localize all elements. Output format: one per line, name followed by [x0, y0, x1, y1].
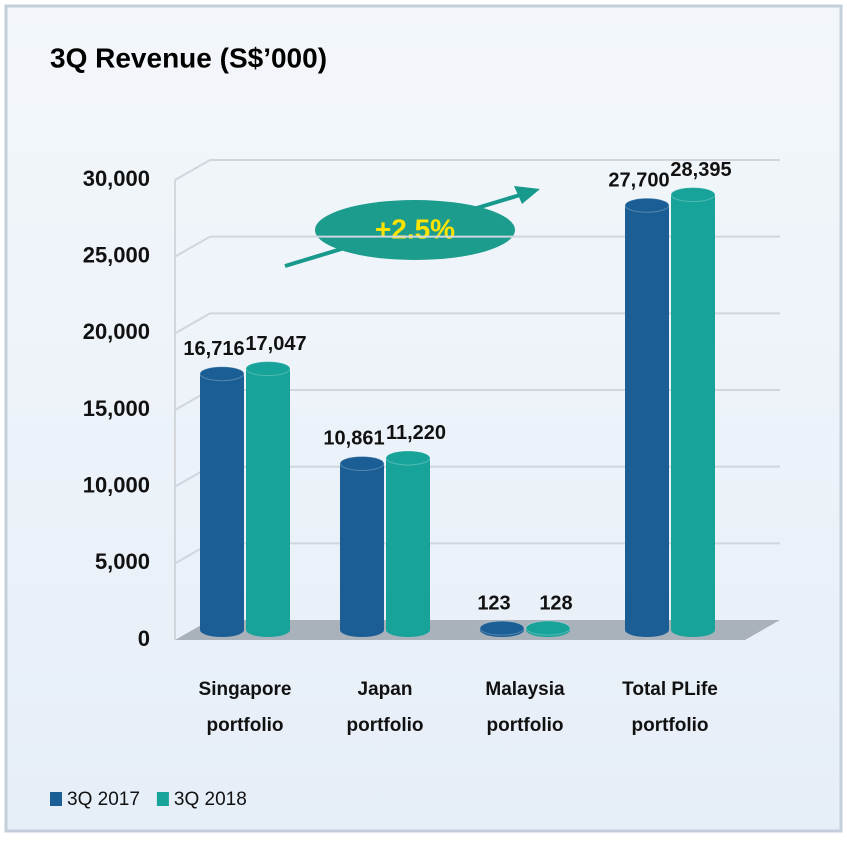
y-tick-label: 30,000 — [83, 166, 150, 191]
bar — [625, 205, 669, 630]
bar — [671, 194, 715, 631]
y-tick-label: 0 — [138, 626, 150, 651]
bar-top — [245, 361, 291, 377]
bar-top — [525, 620, 571, 636]
value-label: 123 — [477, 592, 510, 614]
y-tick-label: 25,000 — [83, 242, 150, 267]
legend-swatch — [50, 792, 62, 806]
value-label: 28,395 — [670, 159, 731, 181]
bar-top — [479, 620, 525, 636]
value-label: 17,047 — [245, 333, 306, 355]
bar-top — [385, 450, 431, 466]
bar-top — [624, 197, 670, 213]
grid-line-side — [174, 235, 211, 258]
bar — [340, 463, 384, 630]
grid-line-side — [174, 312, 211, 335]
value-label: 16,716 — [183, 338, 244, 360]
bar — [386, 457, 430, 630]
grid-line-side — [174, 159, 211, 181]
bar — [246, 368, 290, 630]
x-tick-label: Total PLife portfolio — [622, 679, 718, 736]
legend-label: 3Q 2017 — [67, 789, 140, 810]
bar — [200, 373, 244, 630]
value-label: 11,220 — [386, 422, 446, 444]
x-tick-label: Japan portfolio — [346, 679, 423, 736]
bar-top — [339, 455, 385, 471]
y-tick-label: 10,000 — [83, 472, 150, 497]
bar-top — [199, 366, 245, 382]
x-tick-label: Malaysia portfolio — [485, 679, 565, 736]
bar-top — [670, 187, 716, 203]
value-label: 128 — [539, 592, 572, 614]
x-tick-label: Singapore portfolio — [199, 679, 292, 736]
legend-swatch — [156, 792, 169, 806]
value-label: 27,700 — [608, 170, 669, 192]
y-tick-label: 15,000 — [83, 396, 150, 421]
y-tick-label: 20,000 — [83, 319, 150, 344]
chart-title: 3Q Revenue (S$’000) — [50, 42, 327, 73]
value-label: 10,861 — [323, 428, 384, 450]
legend-label: 3Q 2018 — [174, 789, 247, 810]
annotation-badge — [315, 200, 515, 260]
annotation: +2.5% — [375, 213, 455, 244]
y-tick-label: 5,000 — [95, 549, 150, 574]
arrow-head — [514, 186, 540, 204]
